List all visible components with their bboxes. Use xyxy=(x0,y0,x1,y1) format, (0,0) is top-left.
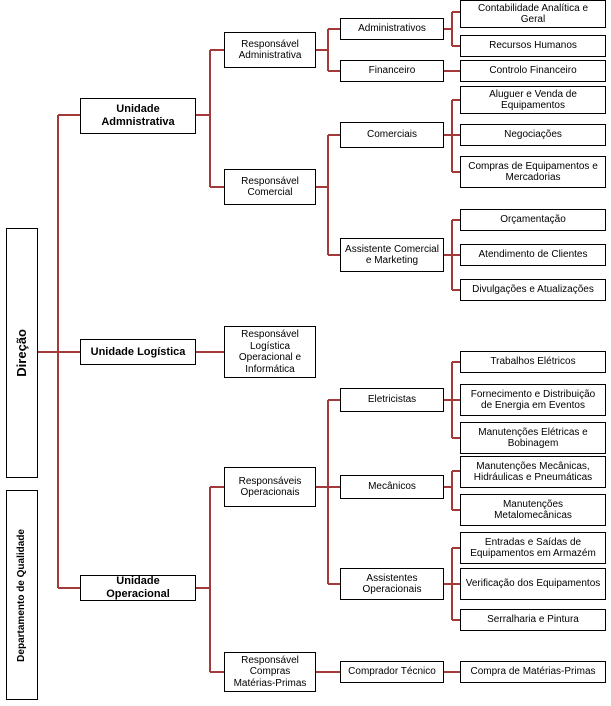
role-ass-com-mkt: Assistente Comercial e Marketing xyxy=(340,238,444,272)
task-aluguer: Aluguer e Venda de Equipamentos xyxy=(460,86,606,114)
unit-admin: Unidade Admnistrativa xyxy=(80,98,196,134)
task-trab-elet-label: Trabalhos Elétricos xyxy=(490,356,575,368)
task-serralheria: Serralharia e Pintura xyxy=(460,609,606,631)
task-controlo-fin-label: Controlo Financeiro xyxy=(489,65,576,77)
resp-admin-label: Responsável Administrativa xyxy=(229,39,311,62)
role-comerciais-label: Comerciais xyxy=(367,129,417,141)
task-entradas-label: Entradas e Saídas de Equipamentos em Arm… xyxy=(465,537,601,560)
task-divulgacoes: Divulgações e Atualizações xyxy=(460,279,606,301)
resp-compras: Responsável Compras Matérias-Primas xyxy=(224,652,316,692)
root-dept-qualidade-label: Departamento de Qualidade xyxy=(16,529,28,662)
task-atendimento-label: Atendimento de Clientes xyxy=(479,249,588,261)
task-negociacoes-label: Negociações xyxy=(504,129,562,141)
task-atendimento: Atendimento de Clientes xyxy=(460,244,606,266)
resp-compras-label: Responsável Compras Matérias-Primas xyxy=(229,655,311,690)
task-compras-equip-label: Compras de Equipamentos e Mercadorias xyxy=(465,161,601,184)
role-mecanicos: Mecânicos xyxy=(340,475,444,499)
task-fornec-energia: Fornecimento e Distribuição de Energia e… xyxy=(460,384,606,416)
task-manut-metal-label: Manutenções Metalomecânicas xyxy=(465,499,601,522)
task-trab-elet: Trabalhos Elétricos xyxy=(460,351,606,373)
role-financeiro-label: Financeiro xyxy=(369,65,416,77)
role-eletricistas-label: Eletricistas xyxy=(368,394,416,406)
role-ass-com-mkt-label: Assistente Comercial e Marketing xyxy=(345,244,439,267)
task-controlo-fin: Controlo Financeiro xyxy=(460,60,606,82)
task-orcamentacao-label: Orçamentação xyxy=(500,214,566,226)
task-fornec-energia-label: Fornecimento e Distribuição de Energia e… xyxy=(465,389,601,412)
task-negociacoes: Negociações xyxy=(460,124,606,146)
task-serralheria-label: Serralharia e Pintura xyxy=(487,614,579,626)
root-direcao: Direção xyxy=(6,228,38,478)
role-comprador-label: Comprador Técnico xyxy=(348,666,436,678)
unit-operacional-label: Unidade Operacional xyxy=(85,575,191,600)
resp-logistica: Responsável Logística Operacional e Info… xyxy=(224,326,316,378)
resp-logistica-label: Responsável Logística Operacional e Info… xyxy=(229,329,311,375)
resp-operacionais-label: Responsáveis Operacionais xyxy=(229,476,311,499)
unit-logistica-label: Unidade Logística xyxy=(91,346,186,359)
task-compras-equip: Compras de Equipamentos e Mercadorias xyxy=(460,156,606,188)
task-rh: Recursos Humanos xyxy=(460,35,606,57)
task-verificacao: Verificação dos Equipamentos xyxy=(460,568,606,600)
task-orcamentacao: Orçamentação xyxy=(460,209,606,231)
role-administrativos-label: Administrativos xyxy=(358,23,426,35)
task-manut-elet-label: Manutenções Elétricas e Bobinagem xyxy=(465,427,601,450)
unit-admin-label: Unidade Admnistrativa xyxy=(85,103,191,128)
task-divulgacoes-label: Divulgações e Atualizações xyxy=(472,284,594,296)
task-verificacao-label: Verificação dos Equipamentos xyxy=(466,578,601,590)
task-manut-mec: Manutenções Mecânicas, Hidráulicas e Pne… xyxy=(460,456,606,488)
unit-operacional: Unidade Operacional xyxy=(80,575,196,601)
task-manut-metal: Manutenções Metalomecânicas xyxy=(460,494,606,526)
task-manut-mec-label: Manutenções Mecânicas, Hidráulicas e Pne… xyxy=(465,461,601,484)
task-compra-mp-label: Compra de Matérias-Primas xyxy=(470,666,595,678)
role-administrativos: Administrativos xyxy=(340,18,444,40)
role-comerciais: Comerciais xyxy=(340,122,444,148)
resp-comercial: Responsável Comercial xyxy=(224,169,316,205)
resp-admin: Responsável Administrativa xyxy=(224,32,316,68)
role-ass-oper-label: Assistentes Operacionais xyxy=(345,573,439,596)
role-eletricistas: Eletricistas xyxy=(340,388,444,412)
task-manut-elet: Manutenções Elétricas e Bobinagem xyxy=(460,422,606,454)
root-dept-qualidade: Departamento de Qualidade xyxy=(6,490,38,700)
resp-comercial-label: Responsável Comercial xyxy=(229,176,311,199)
task-entradas: Entradas e Saídas de Equipamentos em Arm… xyxy=(460,532,606,564)
task-contab: Contabilidade Analítica e Geral xyxy=(460,0,606,28)
task-compra-mp: Compra de Matérias-Primas xyxy=(460,661,606,683)
resp-operacionais: Responsáveis Operacionais xyxy=(224,467,316,507)
task-rh-label: Recursos Humanos xyxy=(489,40,577,52)
task-contab-label: Contabilidade Analítica e Geral xyxy=(465,3,601,26)
role-mecanicos-label: Mecânicos xyxy=(368,481,416,493)
unit-logistica: Unidade Logística xyxy=(80,339,196,365)
root-direcao-label: Direção xyxy=(15,329,30,377)
role-financeiro: Financeiro xyxy=(340,60,444,82)
task-aluguer-label: Aluguer e Venda de Equipamentos xyxy=(465,89,601,112)
role-ass-oper: Assistentes Operacionais xyxy=(340,568,444,600)
role-comprador: Comprador Técnico xyxy=(340,661,444,683)
